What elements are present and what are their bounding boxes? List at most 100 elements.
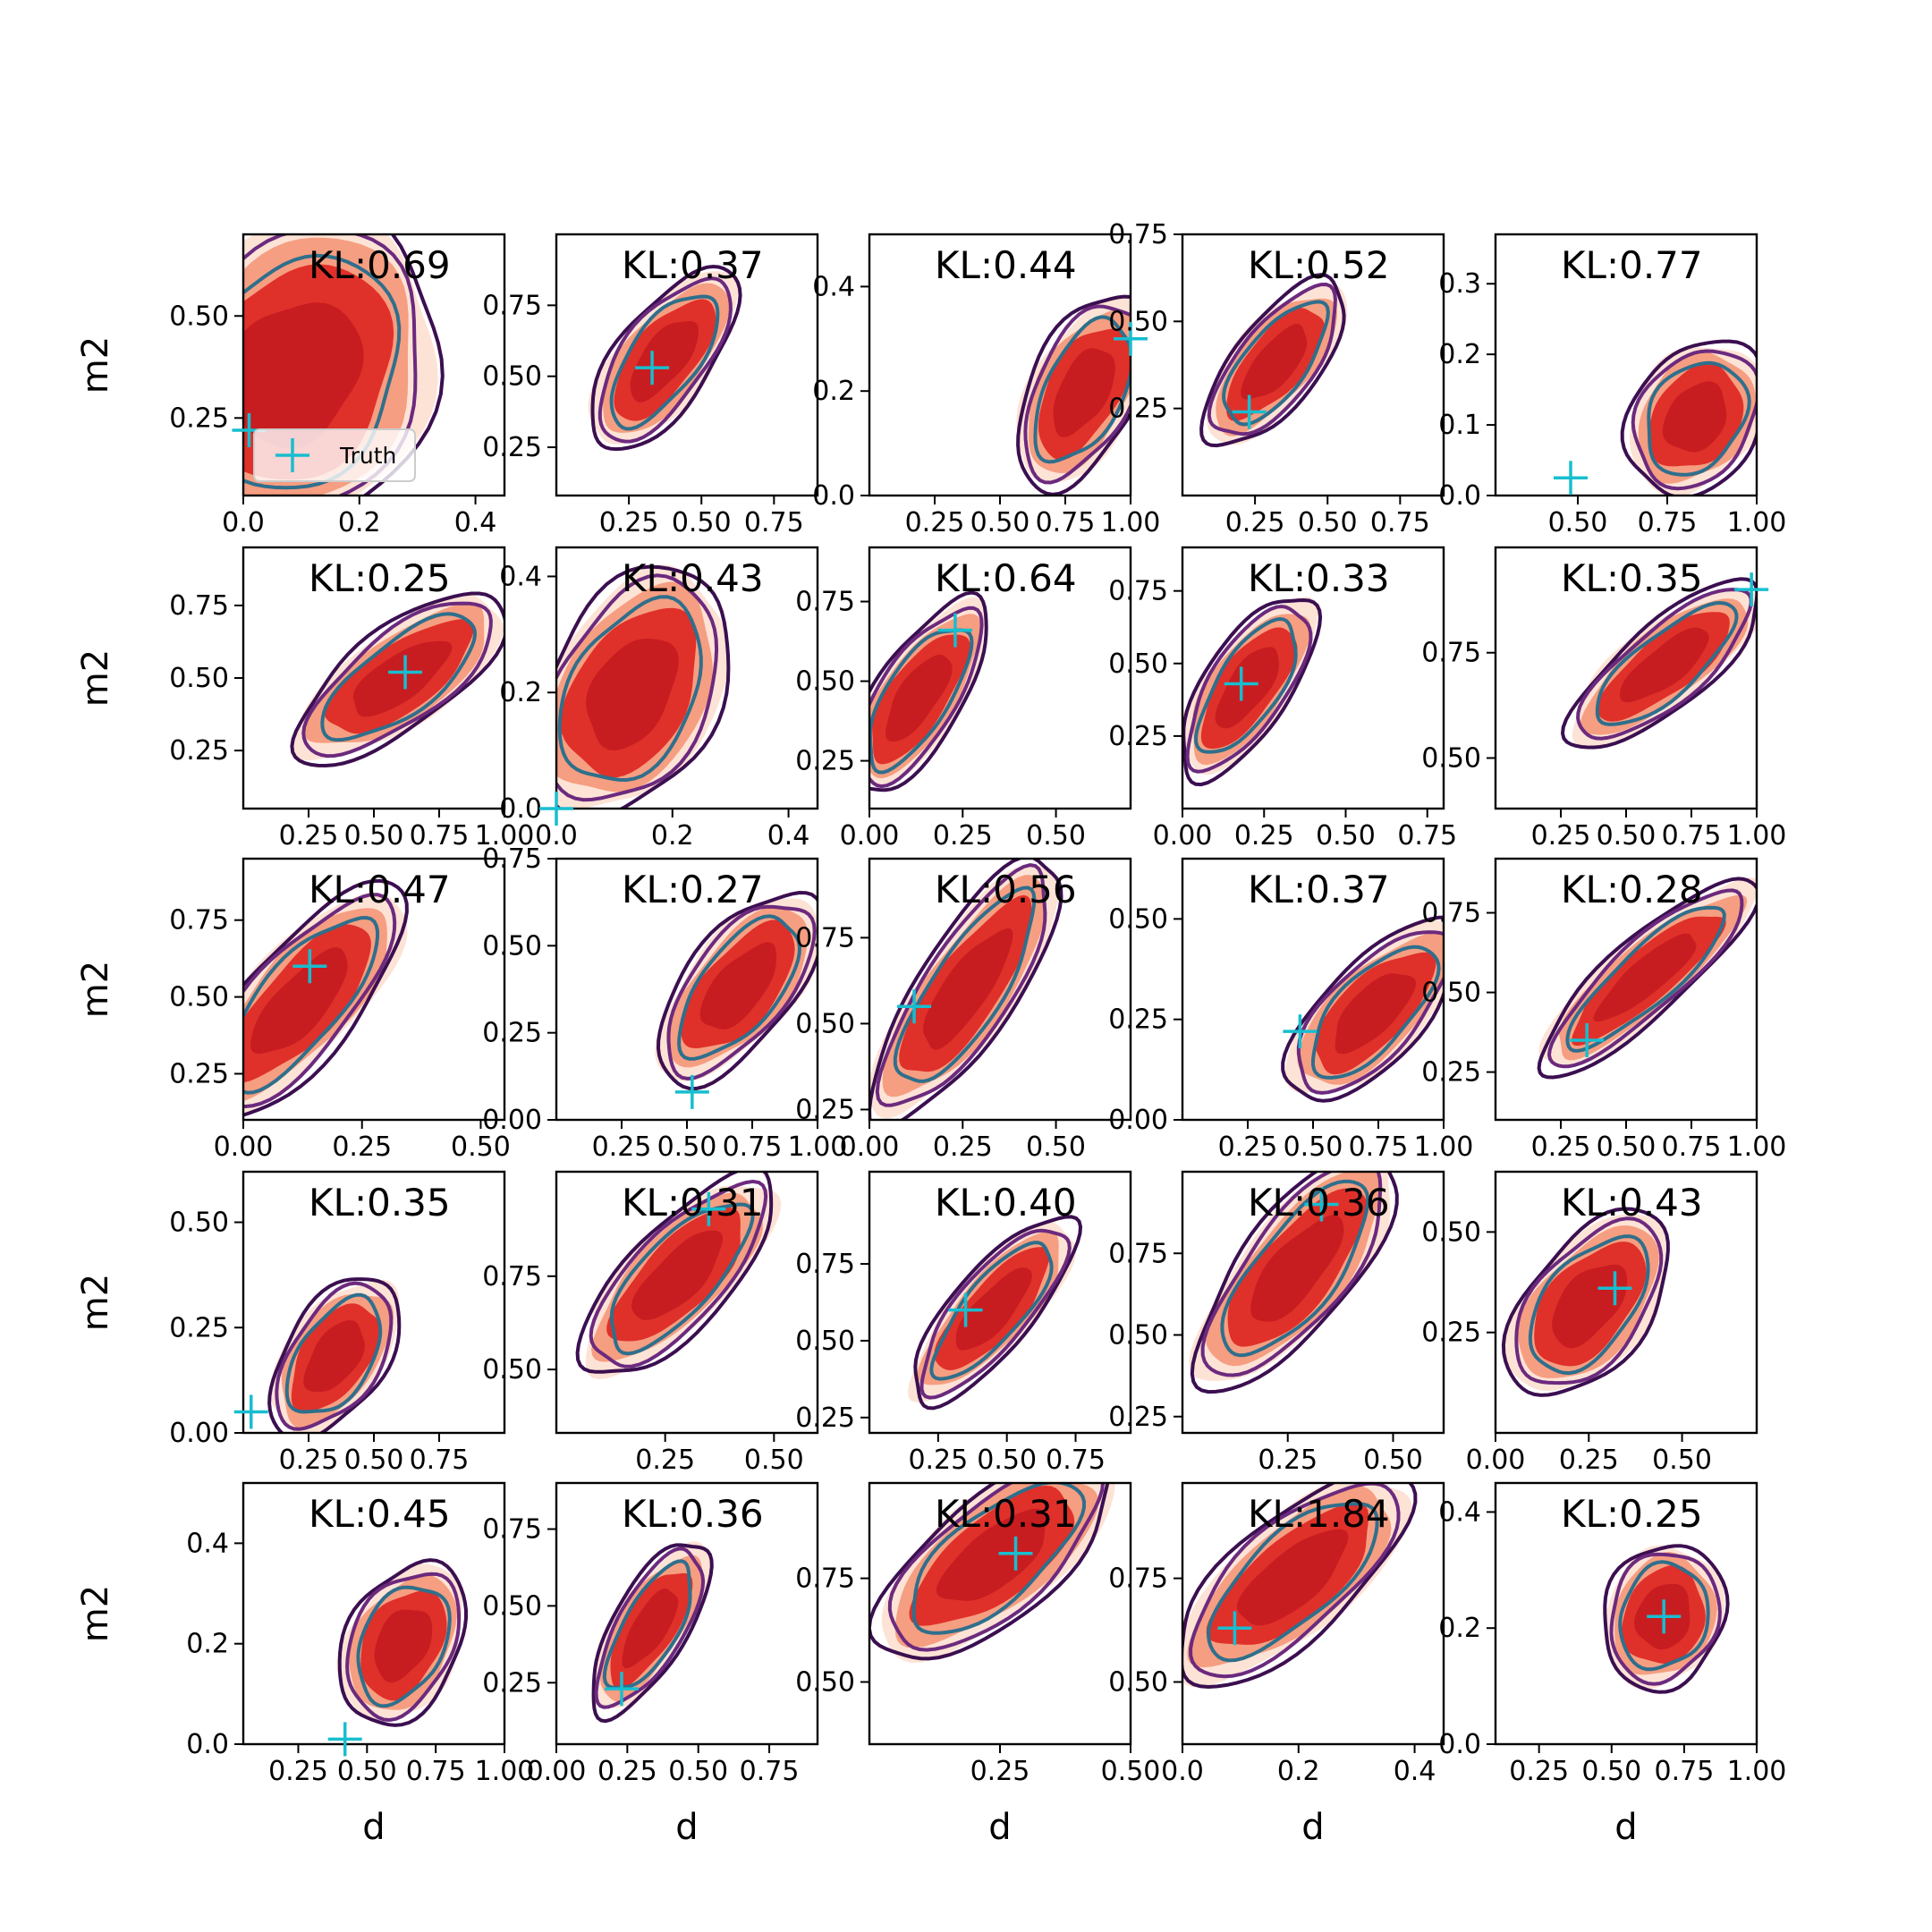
contour-inner bbox=[609, 1202, 755, 1356]
axes-frame bbox=[1494, 233, 1758, 497]
x-tick-label: 0.25 bbox=[597, 1756, 657, 1787]
y-tick-label: 0.75 bbox=[795, 1249, 855, 1280]
contour-mid bbox=[666, 904, 817, 1081]
kl-label: KL:0.28 bbox=[1561, 868, 1703, 911]
x-tick-label: 0.25 bbox=[1531, 820, 1591, 852]
contour-outer bbox=[337, 1558, 468, 1727]
y-tick-label: 0.2 bbox=[812, 376, 855, 407]
kl-label: KL:0.47 bbox=[309, 868, 451, 911]
density-fill-core bbox=[303, 1320, 365, 1393]
y-tick-label: 0.25 bbox=[795, 1402, 855, 1434]
contour-mid bbox=[243, 893, 397, 1108]
x-tick-label: 0.50 bbox=[1581, 1756, 1641, 1787]
contour-inner bbox=[320, 612, 478, 742]
kl-label: KL:0.36 bbox=[1248, 1181, 1390, 1224]
y-tick-label: 0.1 bbox=[1438, 410, 1481, 441]
x-tick-label: 0.25 bbox=[1225, 507, 1285, 538]
contour-inner bbox=[243, 915, 379, 1095]
density-contours bbox=[655, 890, 818, 1091]
density-contours bbox=[591, 1541, 714, 1724]
y-tick-label: 0.75 bbox=[482, 1261, 542, 1292]
x-tick-label: 0.50 bbox=[1548, 507, 1608, 538]
subplot-21: 0.25 0.50 0.75 1.00 0.0 0.2 0.4 KL:0.45 m2 d bbox=[75, 1481, 534, 1848]
y-tick-label: 0.75 bbox=[1108, 1238, 1168, 1269]
contour-inner bbox=[557, 595, 703, 783]
contour-mid bbox=[589, 1179, 768, 1368]
subplot-17: 0.25 0.50 0.50 0.75 KL:0.31 bbox=[482, 1170, 819, 1476]
x-tick-label: 0.75 bbox=[1654, 1756, 1714, 1787]
contour-outer bbox=[591, 1543, 714, 1724]
density-fill-core bbox=[1593, 933, 1697, 1022]
contour-outer bbox=[869, 859, 1063, 1120]
y-tick-label: 0.50 bbox=[1108, 1320, 1168, 1352]
x-tick-label: 0.50 bbox=[1101, 1756, 1161, 1787]
y-tick-label: 0.25 bbox=[169, 402, 229, 434]
y-tick-label: 0.50 bbox=[482, 1354, 542, 1385]
axes-frame bbox=[1181, 1481, 1445, 1746]
axes-frame bbox=[555, 1481, 819, 1746]
y-tick-label: 0.50 bbox=[1421, 978, 1481, 1009]
y-tick-label: 0.50 bbox=[1421, 1216, 1481, 1248]
subplot-19: 0.25 0.50 0.25 0.50 0.75 KL:0.36 bbox=[1108, 1170, 1445, 1476]
kl-label: KL:0.56 bbox=[935, 868, 1077, 911]
y-axis-label: m2 bbox=[75, 1585, 116, 1642]
kl-label: KL:0.69 bbox=[309, 243, 451, 287]
contour-inner bbox=[1222, 300, 1330, 427]
contour-mid bbox=[869, 606, 984, 789]
contour-outer bbox=[1560, 577, 1757, 750]
y-axis-label: m2 bbox=[75, 1274, 116, 1331]
kl-label: KL:0.37 bbox=[622, 243, 764, 287]
density-contours bbox=[907, 1215, 1083, 1411]
x-tick-label: 1.00 bbox=[788, 1131, 848, 1163]
y-tick-label: 0.25 bbox=[169, 1058, 229, 1089]
subplot-24: 0.0 0.2 0.4 0.50 0.75 KL:1.84 d bbox=[1108, 1481, 1445, 1848]
y-tick-label: 0.25 bbox=[169, 735, 229, 767]
density-contours bbox=[243, 878, 409, 1117]
contour-mid bbox=[1296, 930, 1444, 1095]
axes-frame bbox=[868, 857, 1132, 1122]
x-tick-label: 0.25 bbox=[933, 820, 993, 852]
contour-mid bbox=[275, 1281, 394, 1431]
axes-frame bbox=[868, 546, 1132, 810]
x-tick-label: 0.75 bbox=[1662, 820, 1722, 852]
truth-marker bbox=[691, 1191, 726, 1226]
y-tick-label: 0.3 bbox=[1438, 268, 1481, 300]
kl-label: KL:0.31 bbox=[935, 1492, 1077, 1536]
x-tick-label: 0.25 bbox=[905, 507, 965, 538]
truth-marker bbox=[897, 989, 932, 1024]
y-tick-label: 0.25 bbox=[795, 746, 855, 777]
contour-outer bbox=[1190, 1172, 1399, 1394]
kl-label: KL:0.40 bbox=[935, 1181, 1077, 1224]
subplot-23: 0.25 0.50 0.50 0.75 KL:0.31 d bbox=[795, 1481, 1161, 1848]
contour-inner bbox=[356, 1585, 452, 1708]
x-tick-label: 0.50 bbox=[1026, 820, 1086, 852]
x-tick-label: 0.75 bbox=[410, 820, 470, 852]
y-tick-label: 0.25 bbox=[482, 1667, 542, 1699]
density-fill-core bbox=[630, 321, 699, 402]
contour-inner bbox=[677, 914, 802, 1061]
truth-marker bbox=[1283, 1014, 1318, 1049]
y-tick-label: 0.25 bbox=[1108, 1004, 1168, 1036]
x-tick-label: 0.2 bbox=[651, 820, 694, 852]
kl-label: KL:0.77 bbox=[1561, 243, 1703, 287]
x-tick-label: 0.75 bbox=[740, 1756, 800, 1787]
kl-label: KL:0.44 bbox=[935, 243, 1077, 287]
truth-marker bbox=[1570, 1022, 1605, 1057]
x-tick-label: 0.2 bbox=[1277, 1756, 1320, 1787]
density-fill-core bbox=[622, 1589, 679, 1669]
kl-label: KL:0.64 bbox=[935, 556, 1077, 600]
x-axis-label: d bbox=[1301, 1807, 1324, 1848]
x-tick-label: 0.4 bbox=[767, 820, 810, 852]
legend: Truth bbox=[253, 428, 416, 482]
subplot-3: 0.25 0.50 0.75 1.00 0.0 0.2 0.4 KL:0.44 bbox=[812, 233, 1160, 538]
x-tick-label: 0.50 bbox=[344, 820, 404, 852]
subplot-1: 0.0 0.2 0.4 0.25 0.50 KL:0.69 m2 Truth bbox=[75, 233, 506, 538]
contour-inner bbox=[893, 886, 1037, 1083]
x-tick-label: 0.25 bbox=[1509, 1756, 1569, 1787]
kl-label: KL:0.36 bbox=[622, 1492, 764, 1536]
x-axis-label: d bbox=[675, 1807, 698, 1848]
density-contours bbox=[575, 1172, 782, 1380]
density-contours bbox=[1620, 339, 1757, 496]
x-tick-label: 0.50 bbox=[668, 1756, 728, 1787]
